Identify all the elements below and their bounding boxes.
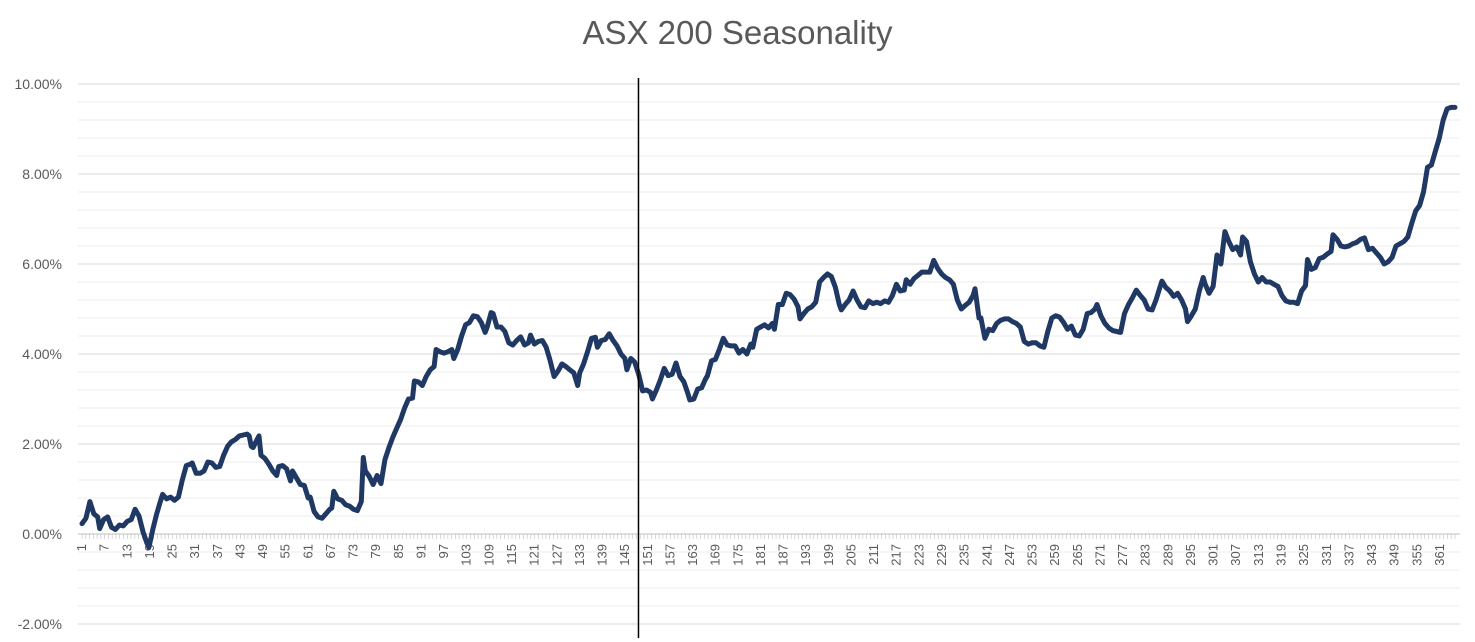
x-tick-label: 343 (1364, 544, 1379, 566)
y-tick-label: 6.00% (22, 256, 62, 272)
y-tick-label: -2.00% (18, 616, 62, 632)
x-tick-label: 193 (798, 544, 813, 566)
x-tick-label: 31 (187, 544, 202, 558)
x-tick-label: 217 (889, 544, 904, 566)
x-tick-label: 277 (1115, 544, 1130, 566)
x-tick-label: 151 (640, 544, 655, 566)
x-tick-label: 235 (957, 544, 972, 566)
x-tick-label: 115 (504, 544, 519, 565)
x-tick-label: 265 (1070, 544, 1085, 566)
x-tick-label: 61 (300, 544, 315, 558)
x-tick-label: 361 (1432, 544, 1447, 566)
x-tick-label: 175 (730, 544, 745, 566)
x-tick-label: 271 (1092, 544, 1107, 566)
x-axis (78, 533, 1460, 539)
x-axis-ticks: 1 7 13 19 25 31 37 43 49 55 61 67 73 79 85 91 97 103 109 11… (74, 544, 1447, 566)
x-tick-label: 145 (617, 544, 632, 566)
x-tick-label: 49 (255, 544, 270, 558)
x-tick-label: 19 (142, 544, 157, 558)
x-tick-label: 247 (1002, 544, 1017, 566)
series-line (79, 104, 1458, 550)
x-tick-label: 307 (1228, 544, 1243, 566)
x-tick-label: 79 (368, 544, 383, 558)
x-tick-label: 169 (708, 544, 723, 566)
y-tick-label: 8.00% (22, 166, 62, 182)
x-tick-label: 253 (1025, 544, 1040, 566)
x-tick-label: 37 (210, 544, 225, 558)
x-tick-label: 259 (1047, 544, 1062, 566)
x-tick-label: 109 (481, 544, 496, 566)
x-tick-label: 1 (74, 544, 89, 551)
gridlines (78, 83, 1460, 625)
x-tick-label: 223 (911, 544, 926, 566)
x-tick-label: 313 (1251, 544, 1266, 566)
x-tick-label: 25 (165, 544, 180, 558)
x-tick-label: 229 (934, 544, 949, 566)
x-tick-label: 103 (459, 544, 474, 566)
x-tick-label: 55 (278, 544, 293, 558)
x-tick-label: 43 (232, 544, 247, 558)
x-tick-label: 73 (346, 544, 361, 558)
x-tick-label: 97 (436, 544, 451, 558)
x-tick-label: 121 (527, 544, 542, 566)
x-tick-label: 67 (323, 544, 338, 558)
y-tick-label: 2.00% (22, 436, 62, 452)
x-tick-label: 13 (119, 544, 134, 558)
chart-title: ASX 200 Seasonality (582, 14, 893, 51)
x-tick-label: 139 (595, 544, 610, 566)
x-tick-label: 133 (572, 544, 587, 566)
x-tick-label: 205 (843, 544, 858, 566)
series-layer (79, 104, 1458, 550)
y-axis-ticks: -2.00% 0.00% 2.00% 4.00% 6.00% 8.00% 10.00% (15, 76, 62, 632)
x-tick-label: 163 (685, 544, 700, 566)
x-tick-label: 355 (1409, 544, 1424, 566)
x-tick-label: 301 (1206, 544, 1221, 566)
x-tick-label: 157 (662, 544, 677, 566)
x-tick-label: 85 (391, 544, 406, 558)
x-tick-label: 241 (979, 544, 994, 566)
x-tick-label: 127 (549, 544, 564, 566)
x-tick-label: 181 (753, 544, 768, 566)
x-tick-label: 319 (1273, 544, 1288, 566)
x-tick-label: 211 (866, 544, 881, 565)
x-tick-label: 349 (1387, 544, 1402, 566)
x-tick-label: 295 (1183, 544, 1198, 566)
x-tick-label: 91 (413, 544, 428, 558)
x-tick-label: 325 (1296, 544, 1311, 566)
x-tick-label: 283 (1138, 544, 1153, 566)
y-tick-label: 4.00% (22, 346, 62, 362)
x-tick-label: 289 (1160, 544, 1175, 566)
x-tick-label: 199 (821, 544, 836, 566)
y-tick-label: 0.00% (22, 526, 62, 542)
x-tick-label: 337 (1341, 544, 1356, 566)
x-tick-label: 331 (1319, 544, 1334, 566)
x-tick-label: 7 (97, 544, 112, 551)
x-tick-label: 187 (776, 544, 791, 566)
y-tick-label: 10.00% (15, 76, 62, 92)
